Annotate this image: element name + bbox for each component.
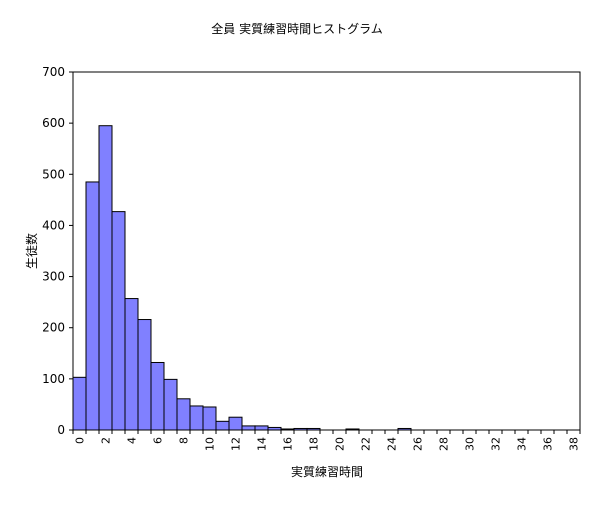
- x-tick-label: 0: [74, 437, 87, 444]
- histogram-bar-8: [176, 398, 191, 431]
- histogram-bar-3: [111, 211, 126, 431]
- histogram-bar-5: [137, 319, 152, 431]
- histogram-bar-13: [241, 425, 256, 431]
- y-axis: 0 100 200 300 400 500 600 700: [42, 65, 73, 437]
- histogram-bar-2: [98, 125, 113, 431]
- x-tick-label: 34: [516, 437, 529, 451]
- histogram-bar-4: [124, 298, 139, 431]
- x-tick-label: 30: [464, 437, 477, 451]
- x-axis: 0 2 4 6 8 10 12 14 16 18 20 22 24 26 28 30 32 34 36 38: [72, 430, 581, 451]
- chart-title: 全員 実質練習時間ヒストグラム: [211, 21, 382, 36]
- histogram-bar-25: [397, 427, 412, 431]
- y-tick-label: 300: [42, 270, 65, 284]
- y-axis-label: 生徒数: [24, 233, 39, 269]
- x-tick-label: 8: [178, 437, 191, 444]
- y-tick-label: 100: [42, 372, 65, 386]
- histogram-bar-7: [163, 378, 178, 431]
- x-tick-label: 12: [230, 437, 243, 451]
- y-tick-label: 200: [42, 321, 65, 335]
- x-tick-label: 20: [334, 437, 347, 451]
- histogram-bar-14: [254, 425, 269, 431]
- y-tick-label: 600: [42, 116, 65, 130]
- x-tick-label: 16: [282, 437, 295, 451]
- x-tick-label: 28: [438, 437, 451, 451]
- histogram-bar-17: [293, 427, 308, 431]
- y-tick-label: 0: [57, 423, 65, 437]
- histogram-bar-21: [345, 428, 360, 431]
- x-tick-label: 18: [308, 437, 321, 451]
- x-tick-label: 10: [204, 437, 217, 451]
- x-tick-label: 24: [386, 437, 399, 451]
- x-tick-label: 26: [412, 437, 425, 451]
- y-tick-label: 500: [42, 167, 65, 181]
- histogram-bar-1: [85, 181, 100, 431]
- x-tick-label: 22: [360, 437, 373, 451]
- histogram-bar-15: [267, 426, 282, 431]
- x-tick-label: 14: [256, 437, 269, 451]
- x-tick-label: 6: [152, 437, 165, 444]
- histogram-bar-11: [215, 420, 230, 431]
- histogram-bar-6: [150, 361, 165, 431]
- histogram-bar-12: [228, 416, 243, 431]
- x-tick-label: 2: [100, 437, 113, 444]
- histogram-bar-18: [306, 427, 321, 431]
- histogram-bar-10: [202, 406, 217, 431]
- x-tick-label: 4: [126, 437, 139, 444]
- y-tick-label: 400: [42, 218, 65, 232]
- y-tick-label: 700: [42, 65, 65, 79]
- histogram-bar-0: [72, 376, 87, 431]
- x-tick-label: 38: [568, 437, 581, 451]
- x-axis-label: 実質練習時間: [291, 464, 363, 479]
- x-tick-label: 32: [490, 437, 503, 451]
- x-tick-label: 36: [542, 437, 555, 451]
- histogram-bar-16: [280, 428, 295, 431]
- histogram-bar-9: [189, 405, 204, 431]
- bars-group: [72, 125, 412, 431]
